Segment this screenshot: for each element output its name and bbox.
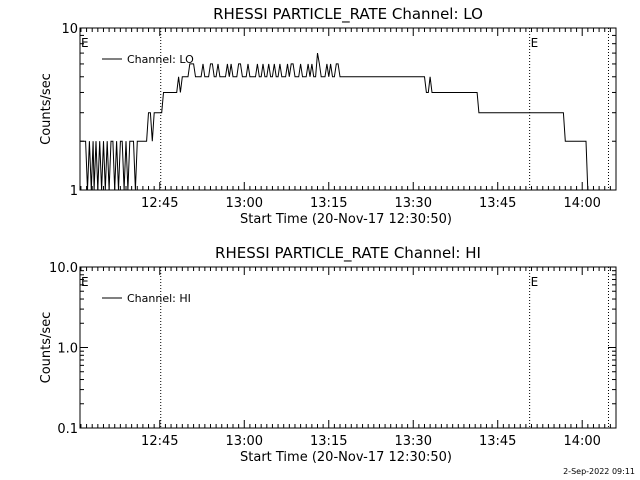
- y-tick-label-hi: 0.1: [57, 422, 78, 437]
- annotation-e-hi-0: E: [81, 275, 89, 289]
- x-tick-label-hi: 12:45: [141, 434, 178, 449]
- panel-lo: RHESSI PARTICLE_RATE Channel: LO E E 12:45 1…: [39, 5, 617, 227]
- y-tick-label-hi: 1.0: [57, 342, 78, 357]
- x-tick-label-lo: 13:45: [479, 196, 516, 211]
- x-tick-label-lo: 13:00: [226, 196, 263, 211]
- y-tick-label-lo: 1: [70, 184, 78, 199]
- y-axis-label-lo: Counts/sec: [39, 73, 54, 145]
- series-line-lo-0: [80, 53, 589, 191]
- annotation-e-hi-1: E: [531, 275, 539, 289]
- panel-hi: RHESSI PARTICLE_RATE Channel: HI E E 12:45 1…: [39, 244, 617, 465]
- x-tick-label-hi: 13:00: [226, 434, 263, 449]
- generation-timestamp: 2-Sep-2022 09:11: [563, 467, 635, 476]
- annotation-e-lo-1: E: [531, 36, 539, 50]
- x-tick-label-lo: 13:30: [395, 196, 432, 211]
- x-tick-label-lo: 13:15: [310, 196, 347, 211]
- y-tick-label-hi: 10.0: [49, 261, 78, 276]
- x-tick-label-hi: 13:30: [395, 434, 432, 449]
- x-tick-label-lo: 14:00: [563, 196, 600, 211]
- legend-hi: Channel: HI: [102, 292, 191, 305]
- x-tick-label-hi: 14:00: [563, 434, 600, 449]
- y-tick-label-lo: 10: [61, 22, 78, 37]
- annotation-e-lo-0: E: [81, 36, 89, 50]
- x-axis-label-lo: Start Time (20-Nov-17 12:30:50): [240, 212, 452, 227]
- x-tick-label-hi: 13:15: [310, 434, 347, 449]
- x-tick-label-hi: 13:45: [479, 434, 516, 449]
- chart-title-lo: RHESSI PARTICLE_RATE Channel: LO: [213, 5, 483, 24]
- legend-lo: Channel: LO: [102, 53, 194, 66]
- legend-entry-hi: Channel: HI: [127, 292, 191, 305]
- plot-frame-lo: [79, 27, 617, 191]
- y-axis-label-hi: Counts/sec: [39, 312, 54, 384]
- x-tick-label-lo: 12:45: [141, 196, 178, 211]
- x-axis-label-hi: Start Time (20-Nov-17 12:30:50): [240, 450, 452, 465]
- legend-entry-lo: Channel: LO: [127, 53, 194, 66]
- chart-title-hi: RHESSI PARTICLE_RATE Channel: HI: [215, 244, 481, 263]
